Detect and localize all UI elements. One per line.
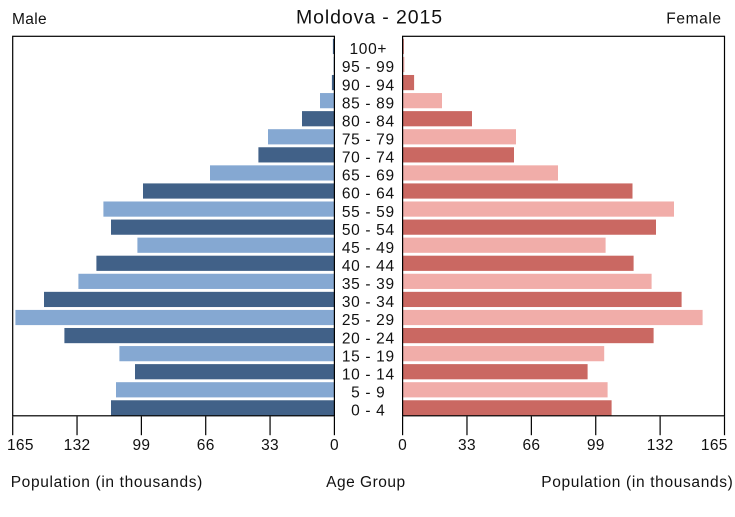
svg-text:70 - 74: 70 - 74 — [342, 150, 395, 167]
svg-text:5 - 9: 5 - 9 — [351, 384, 385, 401]
svg-text:0 - 4: 0 - 4 — [351, 403, 385, 420]
svg-text:95 - 99: 95 - 99 — [342, 59, 395, 76]
svg-text:132: 132 — [64, 437, 91, 454]
svg-text:40 - 44: 40 - 44 — [342, 258, 395, 275]
svg-text:132: 132 — [647, 437, 674, 454]
svg-text:80 - 84: 80 - 84 — [342, 113, 395, 130]
svg-text:90 - 94: 90 - 94 — [342, 77, 395, 94]
svg-text:99: 99 — [132, 437, 150, 454]
svg-text:100+: 100+ — [350, 41, 388, 58]
svg-text:Population (in thousands): Population (in thousands) — [11, 474, 203, 491]
svg-text:Moldova - 2015: Moldova - 2015 — [296, 7, 443, 29]
svg-text:Male: Male — [12, 11, 47, 28]
svg-text:45 - 49: 45 - 49 — [342, 240, 395, 257]
svg-text:165: 165 — [7, 437, 34, 454]
svg-text:60 - 64: 60 - 64 — [342, 186, 395, 203]
svg-text:99: 99 — [587, 437, 605, 454]
svg-text:55 - 59: 55 - 59 — [342, 204, 395, 221]
svg-text:35 - 39: 35 - 39 — [342, 276, 395, 293]
svg-text:66: 66 — [522, 437, 540, 454]
svg-text:33: 33 — [261, 437, 279, 454]
svg-text:0: 0 — [398, 437, 407, 454]
svg-text:15 - 19: 15 - 19 — [342, 348, 395, 365]
svg-text:65 - 69: 65 - 69 — [342, 168, 395, 185]
svg-text:0: 0 — [330, 437, 339, 454]
svg-text:10 - 14: 10 - 14 — [342, 366, 395, 383]
svg-text:85 - 89: 85 - 89 — [342, 95, 395, 112]
svg-text:Population (in thousands): Population (in thousands) — [541, 474, 733, 491]
svg-text:25 - 29: 25 - 29 — [342, 312, 395, 329]
svg-text:50 - 54: 50 - 54 — [342, 222, 395, 239]
svg-text:20 - 24: 20 - 24 — [342, 330, 395, 347]
svg-text:Female: Female — [666, 11, 721, 28]
svg-text:Age Group: Age Group — [326, 474, 406, 491]
svg-text:165: 165 — [701, 437, 728, 454]
svg-text:75 - 79: 75 - 79 — [342, 131, 395, 148]
svg-text:66: 66 — [197, 437, 215, 454]
svg-text:33: 33 — [458, 437, 476, 454]
svg-text:30 - 34: 30 - 34 — [342, 294, 395, 311]
